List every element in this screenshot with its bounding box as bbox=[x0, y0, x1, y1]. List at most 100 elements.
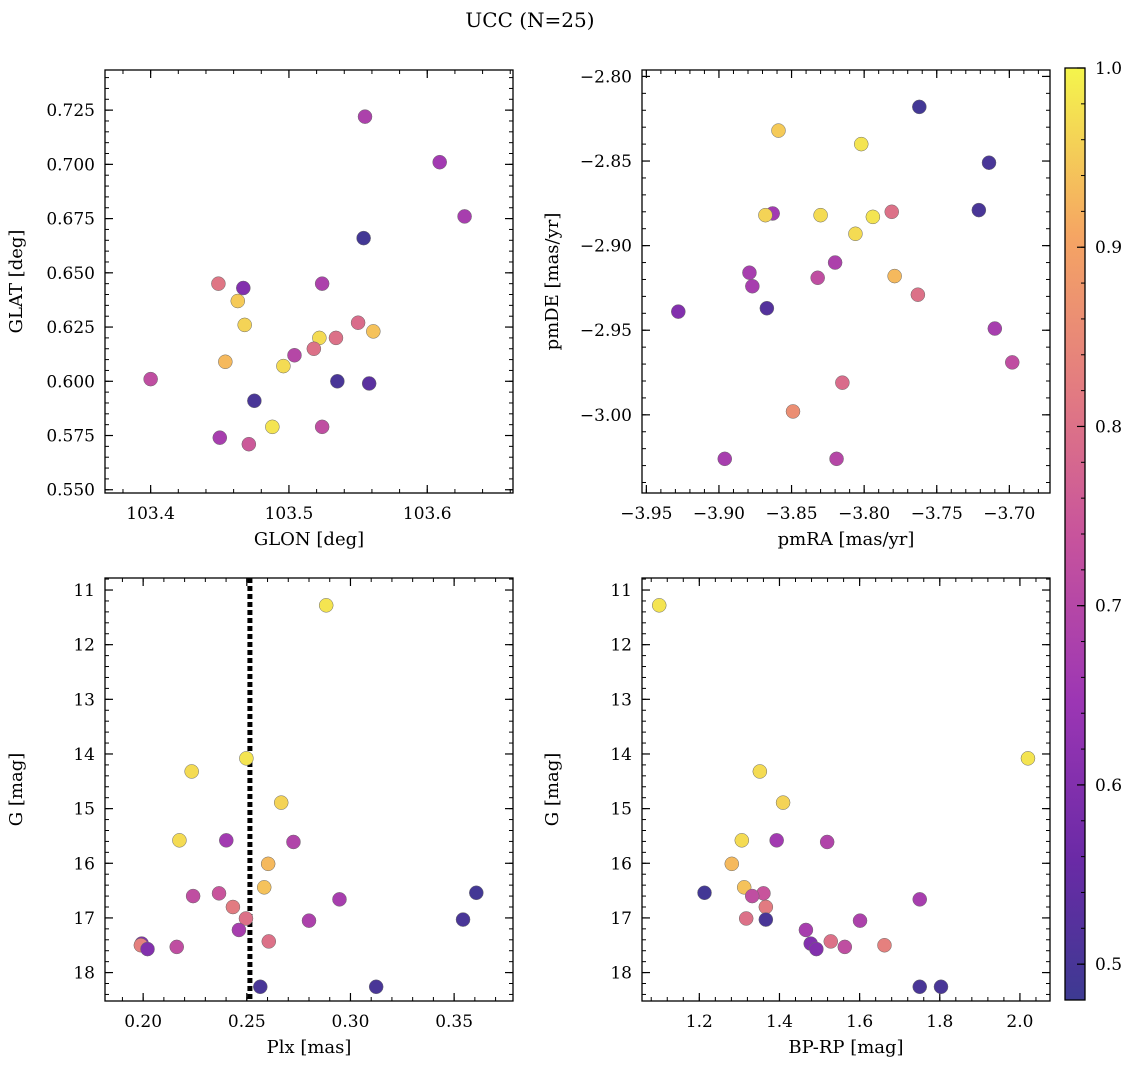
data-point bbox=[301, 913, 317, 928]
y-axis-label: pmDE [mas/yr] bbox=[542, 213, 563, 351]
data-point bbox=[813, 207, 828, 223]
data-point bbox=[366, 324, 381, 339]
x-tick-label: 2.0 bbox=[1006, 1012, 1033, 1032]
y-tick-label: 0.700 bbox=[46, 155, 95, 175]
colorbar-tick-label: 1.0 bbox=[1095, 59, 1122, 79]
x-tick-label: 0.30 bbox=[332, 1012, 370, 1032]
data-point bbox=[260, 856, 276, 872]
data-point bbox=[231, 922, 247, 938]
data-point bbox=[810, 270, 825, 286]
data-point bbox=[236, 280, 251, 296]
data-point bbox=[314, 419, 330, 435]
data-point bbox=[769, 833, 784, 848]
panel-2: −3.95 −3.90 −3.85 −3.80 −3.75 −3.70 −3.00 −2.95… bbox=[542, 67, 1051, 550]
y-tick-label: 18 bbox=[73, 964, 95, 984]
data-point bbox=[827, 255, 843, 270]
data-point bbox=[775, 795, 791, 810]
x-tick-label: −3.70 bbox=[983, 504, 1035, 524]
data-point bbox=[361, 376, 377, 391]
data-point bbox=[457, 209, 472, 224]
data-point bbox=[314, 276, 330, 291]
data-point bbox=[143, 371, 158, 387]
data-point bbox=[912, 99, 927, 115]
x-tick-label: 103.6 bbox=[403, 504, 452, 524]
data-point bbox=[357, 109, 373, 124]
y-tick-label: 12 bbox=[610, 636, 632, 656]
data-point bbox=[1020, 751, 1036, 766]
axes-frame bbox=[104, 69, 514, 494]
x-tick-label: −3.75 bbox=[911, 504, 963, 524]
x-tick-label: −3.80 bbox=[838, 504, 890, 524]
x-tick-label: 0.35 bbox=[435, 1012, 473, 1032]
data-point bbox=[265, 419, 280, 435]
panel-1: 103.4 103.5 103.6 0.550 0.575 0.600 0.625 0.650… bbox=[6, 69, 514, 550]
data-point bbox=[185, 888, 201, 904]
y-tick-label: −3.00 bbox=[580, 406, 632, 426]
y-tick-label: 17 bbox=[610, 909, 632, 929]
y-tick-label: 0.650 bbox=[46, 264, 95, 284]
x-tick-label: −3.90 bbox=[693, 504, 745, 524]
data-point bbox=[717, 451, 733, 467]
data-point bbox=[211, 276, 226, 291]
y-tick-label: 0.725 bbox=[46, 101, 95, 121]
data-point bbox=[169, 939, 184, 955]
y-tick-label: 0.675 bbox=[46, 210, 95, 230]
data-point bbox=[853, 136, 869, 152]
data-point bbox=[273, 795, 289, 810]
data-point bbox=[212, 430, 228, 445]
x-tick-label: 0.25 bbox=[228, 1012, 266, 1032]
data-point bbox=[230, 293, 246, 309]
data-point bbox=[219, 833, 234, 848]
y-tick-label: 13 bbox=[610, 690, 632, 710]
data-point bbox=[809, 941, 824, 957]
data-point bbox=[745, 278, 760, 294]
x-tick-label: 1.8 bbox=[926, 1012, 953, 1032]
data-point bbox=[910, 287, 926, 302]
data-point bbox=[981, 155, 997, 170]
data-point bbox=[287, 348, 302, 363]
y-tick-label: 15 bbox=[610, 800, 632, 820]
y-tick-label: 16 bbox=[610, 854, 632, 874]
y-tick-label: 11 bbox=[610, 581, 632, 601]
axes-frame bbox=[641, 577, 1051, 1002]
data-point bbox=[887, 268, 902, 284]
data-point bbox=[1004, 355, 1020, 370]
data-point bbox=[247, 393, 262, 409]
data-point bbox=[261, 934, 277, 949]
data-point bbox=[432, 154, 447, 170]
data-point bbox=[237, 317, 252, 333]
y-axis-label: G [mag] bbox=[6, 753, 27, 826]
data-point bbox=[306, 341, 322, 356]
y-axis-label: GLAT [deg] bbox=[6, 230, 27, 334]
data-point bbox=[671, 304, 686, 319]
data-point bbox=[865, 209, 881, 225]
colorbar-tick-label: 0.8 bbox=[1095, 417, 1122, 437]
y-tick-label: 15 bbox=[73, 800, 95, 820]
data-point bbox=[819, 834, 835, 850]
data-point bbox=[350, 315, 366, 330]
data-point bbox=[225, 899, 241, 915]
data-point bbox=[330, 374, 345, 389]
data-point bbox=[912, 979, 927, 995]
data-point bbox=[241, 436, 257, 452]
data-point bbox=[835, 375, 850, 390]
figure-title: UCC (N=25) bbox=[465, 8, 594, 32]
data-point bbox=[356, 230, 371, 246]
x-axis-label: Plx [mas] bbox=[267, 1037, 352, 1058]
x-tick-label: 103.4 bbox=[126, 504, 175, 524]
colorbar-tick-label: 0.9 bbox=[1095, 238, 1122, 258]
data-point bbox=[758, 912, 774, 927]
colorbar-tick-label: 0.6 bbox=[1095, 776, 1122, 796]
data-point bbox=[318, 598, 334, 613]
colorbar-tick-label: 0.5 bbox=[1095, 955, 1122, 975]
data-point bbox=[239, 751, 254, 766]
colorbar-gradient bbox=[1065, 68, 1085, 1000]
data-point bbox=[697, 885, 712, 901]
colorbar-tick-label: 0.7 bbox=[1095, 597, 1122, 617]
data-point bbox=[823, 934, 839, 949]
y-tick-label: −2.95 bbox=[580, 321, 632, 341]
data-point bbox=[276, 358, 291, 374]
y-tick-label: 16 bbox=[73, 854, 95, 874]
data-point bbox=[724, 856, 740, 872]
x-tick-label: 0.20 bbox=[124, 1012, 162, 1032]
